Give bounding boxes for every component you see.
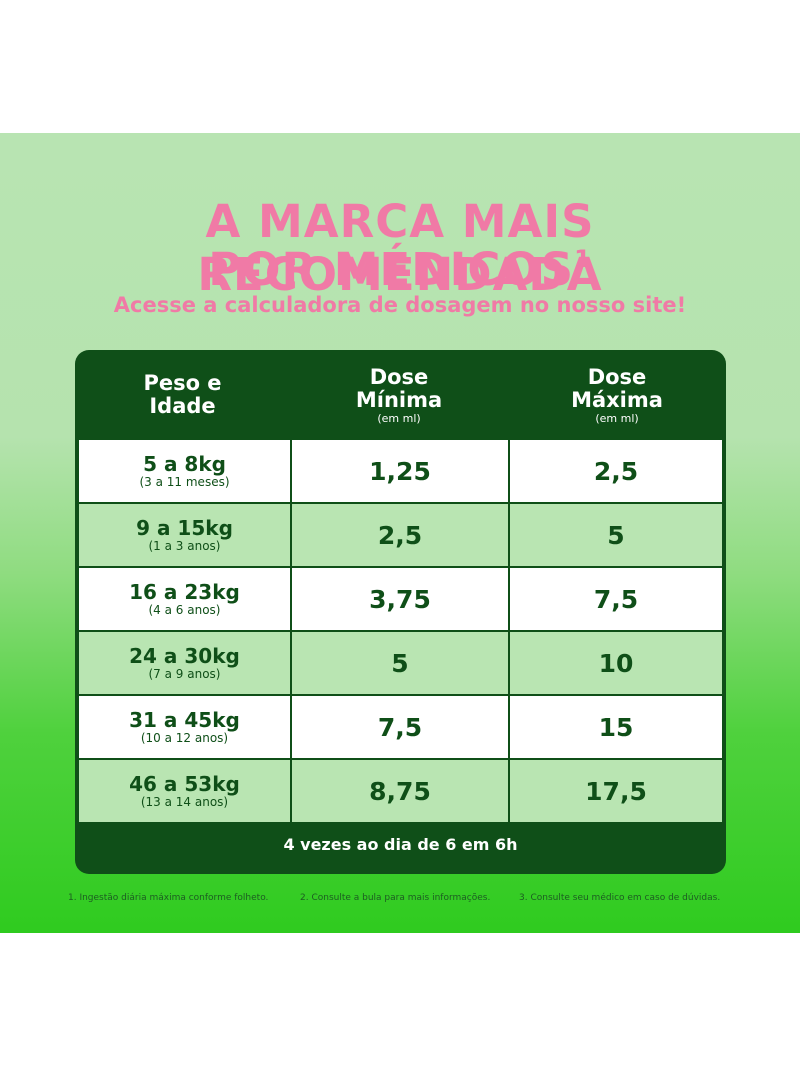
cell-weight-age: 31 a 45kg (10 a 12 anos) (79, 696, 290, 758)
header-max-line1: Dose (587, 365, 647, 389)
cell-weight-age: 9 a 15kg (1 a 3 anos) (79, 504, 290, 566)
header-min-line2: Mínima (355, 388, 443, 412)
header-weight-line2: Idade (149, 394, 216, 418)
header-max-unit: (em ml) (595, 412, 639, 425)
cell-weight-age: 24 a 30kg (7 a 9 anos) (79, 632, 290, 694)
min-dose-value: 8,75 (369, 776, 431, 806)
age-range: (1 a 3 anos) (148, 539, 221, 553)
headline-superscript: 1 (574, 245, 592, 273)
age-range: (13 a 14 anos) (140, 795, 229, 809)
dosage-table: Peso e Idade Dose Mínima (em ml) Dose Má… (75, 350, 726, 874)
table-row: 16 a 23kg (4 a 6 anos) 3,75 7,5 (79, 568, 722, 630)
weight-range: 31 a 45kg (129, 708, 240, 732)
table-header-row: Peso e Idade Dose Mínima (em ml) Dose Má… (75, 350, 726, 440)
min-dose-value: 1,25 (369, 456, 431, 486)
headline-line-2-text: POR MÉDICOS (208, 243, 575, 296)
table-row: 46 a 53kg (13 a 14 anos) 8,75 17,5 (79, 760, 722, 822)
cell-min-dose: 7,5 (292, 696, 508, 758)
max-dose-value: 5 (607, 520, 625, 550)
footnotes: 1. Ingestão diária máxima conforme folhe… (0, 893, 800, 907)
cell-weight-age: 5 a 8kg (3 a 11 meses) (79, 440, 290, 502)
cell-min-dose: 8,75 (292, 760, 508, 822)
weight-range: 9 a 15kg (136, 516, 233, 540)
table-row: 31 a 45kg (10 a 12 anos) 7,5 15 (79, 696, 722, 758)
cell-max-dose: 5 (510, 504, 722, 566)
header-min-dose: Dose Mínima (em ml) (290, 350, 508, 456)
cell-weight-age: 46 a 53kg (13 a 14 anos) (79, 760, 290, 822)
headline-line-1: A MARCA MAIS RECOMENDADA (197, 195, 603, 301)
min-dose-value: 3,75 (369, 584, 431, 614)
header-max-dose: Dose Máxima (em ml) (508, 350, 726, 456)
header-min-line1: Dose (369, 365, 429, 389)
footnote-2: 2. Consulte a bula para mais informações… (300, 893, 491, 903)
age-range: (3 a 11 meses) (139, 475, 230, 489)
table-row: 5 a 8kg (3 a 11 meses) 1,25 2,5 (79, 440, 722, 502)
cell-max-dose: 15 (510, 696, 722, 758)
max-dose-value: 7,5 (593, 584, 639, 614)
cell-weight-age: 16 a 23kg (4 a 6 anos) (79, 568, 290, 630)
headline-line-2: POR MÉDICOS1 (0, 243, 800, 296)
footnote-1: 1. Ingestão diária máxima conforme folhe… (68, 893, 269, 903)
weight-range: 24 a 30kg (129, 644, 240, 668)
age-range: (4 a 6 anos) (148, 603, 221, 617)
cell-min-dose: 1,25 (292, 440, 508, 502)
table-footer-frequency: 4 vezes ao dia de 6 em 6h (283, 835, 518, 854)
age-range: (7 a 9 anos) (148, 667, 221, 681)
header-weight-age: Peso e Idade (75, 350, 290, 462)
min-dose-value: 7,5 (377, 712, 423, 742)
cell-max-dose: 10 (510, 632, 722, 694)
footnote-3: 3. Consulte seu médico em caso de dúvida… (519, 893, 721, 903)
min-dose-value: 5 (391, 648, 409, 678)
cell-min-dose: 5 (292, 632, 508, 694)
header-weight-line1: Peso e (143, 371, 222, 395)
max-dose-value: 17,5 (585, 776, 647, 806)
age-range: (10 a 12 anos) (140, 731, 229, 745)
cell-min-dose: 3,75 (292, 568, 508, 630)
table-row: 24 a 30kg (7 a 9 anos) 5 10 (79, 632, 722, 694)
weight-range: 5 a 8kg (143, 452, 226, 476)
max-dose-value: 2,5 (593, 456, 639, 486)
header-max-line2: Máxima (571, 388, 663, 412)
cell-min-dose: 2,5 (292, 504, 508, 566)
subtitle: Acesse a calculadora de dosagem no nosso… (113, 293, 687, 317)
cell-max-dose: 17,5 (510, 760, 722, 822)
max-dose-value: 10 (598, 648, 634, 678)
table-row: 9 a 15kg (1 a 3 anos) 2,5 5 (79, 504, 722, 566)
cell-max-dose: 7,5 (510, 568, 722, 630)
weight-range: 16 a 23kg (129, 580, 240, 604)
cell-max-dose: 2,5 (510, 440, 722, 502)
weight-range: 46 a 53kg (129, 772, 240, 796)
max-dose-value: 15 (598, 712, 634, 742)
min-dose-value: 2,5 (377, 520, 423, 550)
header-min-unit: (em ml) (377, 412, 421, 425)
